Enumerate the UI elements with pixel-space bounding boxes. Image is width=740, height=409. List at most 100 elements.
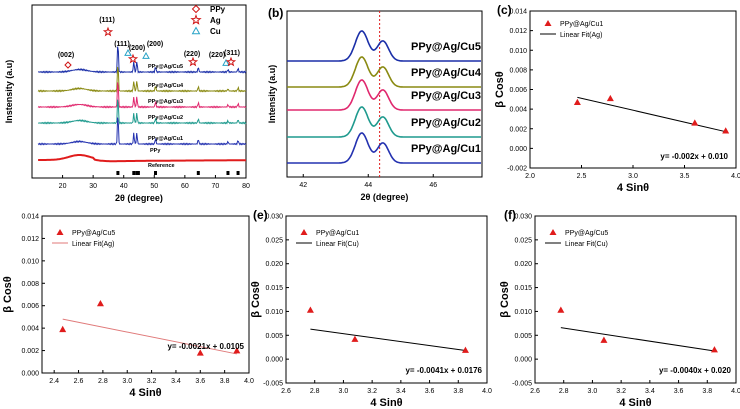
panel-e-legend-fit-label: Linear Fit(Cu) <box>316 241 359 248</box>
panel-e-ytick-label: 0.025 <box>265 237 283 244</box>
panel-d-xtick-label: 3.8 <box>220 378 230 385</box>
panel-d-ytick-label: 0.006 <box>21 303 39 310</box>
panel-a-reference-peak <box>135 171 139 175</box>
panel-e-xtick-label: 3.0 <box>339 388 349 395</box>
panel-f-xtick-label: 3.0 <box>588 388 598 395</box>
panel-a-peak-label: (111) <box>99 17 115 24</box>
panel-f-legend-fit-label: Linear Fit(Cu) <box>565 241 608 248</box>
panel-d-xtick-label: 2.6 <box>74 378 84 385</box>
panel-d-xtick-label: 3.2 <box>147 378 157 385</box>
panel-e-xtick-label: 3.8 <box>453 388 463 395</box>
panel-f-xtick-label: 2.8 <box>559 388 569 395</box>
panel-e-xtick-label: 2.6 <box>281 388 291 395</box>
panel-a-series-line <box>37 46 247 74</box>
panel-b-series-label: PPy@Ag/Cu5 <box>411 41 481 53</box>
panel-a-reference-label: Reference <box>148 163 175 169</box>
panel-a-peak-label: (111) <box>114 41 130 48</box>
panel-e-equation: y= -0.0041x + 0.0176 <box>405 366 482 375</box>
panel-b-series-label: PPy@Ag/Cu1 <box>411 143 481 155</box>
panel-a-series-label: PPy@Ag/Cu1 <box>148 136 183 142</box>
panel-b-ylabel: Intensity (a.u) <box>267 65 277 124</box>
panel-f-ytick-label: 0.000 <box>514 357 532 364</box>
panel-a-peak-marker <box>102 26 114 37</box>
panel-b-series-label: PPy@Ag/Cu4 <box>411 67 482 79</box>
panel-a-legend-marker <box>190 14 202 25</box>
panel-e-ytick-label: 0.000 <box>265 357 283 364</box>
panel-c-ylabel: β Cosθ <box>494 71 506 108</box>
panel-d-legend-fit-label: Linear Fit(Ag) <box>72 241 114 248</box>
panel-c-label: (c) <box>497 3 512 17</box>
panel-a-peak-label: (200) <box>147 41 163 48</box>
panel-a-xtick-label: 60 <box>181 183 189 190</box>
panel-d-xtick-label: 2.4 <box>49 378 59 385</box>
panel-a-peak-label: (200) <box>129 45 145 52</box>
panel-f-ytick-label: 0.030 <box>514 214 532 221</box>
panel-f-xtick-label: 3.8 <box>702 388 712 395</box>
panel-f-xtick-label: 4.0 <box>731 388 740 395</box>
panel-a-peak-marker <box>127 53 139 64</box>
panel-a-xtick-label: 50 <box>150 183 158 190</box>
panel-a-frame <box>31 4 247 179</box>
panel-e-xtick-label: 2.8 <box>310 388 320 395</box>
panel-e-data-point <box>306 306 314 313</box>
panel-a-peak-label: (311) <box>224 50 240 57</box>
panel-e-ylabel: β Cosθ <box>250 281 262 318</box>
panel-d-ytick-label: 0.008 <box>21 281 39 288</box>
panel-d-data-point <box>233 347 241 354</box>
panel-b-series-line <box>287 106 481 138</box>
panel-e-ytick-label: 0.005 <box>265 333 283 340</box>
panel-e-xtick-label: 4.0 <box>482 388 492 395</box>
panel-a-legend-marker <box>191 4 201 14</box>
panel-f-data-point <box>557 306 565 313</box>
panel-e-xtick-label: 3.4 <box>396 388 406 395</box>
panel-e-xtick-label: 3.2 <box>367 388 377 395</box>
panel-b-series-line <box>287 79 481 111</box>
panel-c-xtick-label: 2.0 <box>525 173 535 180</box>
panel-c-xlabel: 4 Sinθ <box>617 182 649 194</box>
panel-a-xtick-label: 80 <box>242 183 250 190</box>
panel-b-xtick-label: 44 <box>364 182 372 189</box>
panel-c-ytick-label: -0.002 <box>507 166 527 173</box>
panel-a-peak-marker <box>124 48 132 56</box>
panel-a-xlabel: 2θ (degree) <box>115 193 163 203</box>
panel-d-data-point <box>96 299 104 307</box>
panel-f-fit-line <box>560 327 715 352</box>
panel-d-xtick-label: 3.4 <box>171 378 181 385</box>
panel-b-xlabel: 2θ (degree) <box>361 192 409 202</box>
panel-c-data-point <box>606 94 614 102</box>
panel-a-peak-marker <box>142 51 150 59</box>
panel-a-peak-label: (220) <box>209 52 225 59</box>
panel-a-xtick-label: 70 <box>212 183 220 190</box>
panel-d-ylabel: β Cosθ <box>2 276 14 313</box>
panel-f-ylabel: β Cosθ <box>499 281 511 318</box>
panel-c-ytick-label: 0.004 <box>509 107 527 114</box>
panel-d-fit-line <box>62 318 237 355</box>
panel-e-ytick-label: 0.020 <box>265 261 283 268</box>
panel-a-xtick-label: 20 <box>59 183 67 190</box>
panel-c-xtick-label: 3.5 <box>680 173 690 180</box>
panel-a-legend-label: Ag <box>210 16 221 25</box>
panel-f-ytick-label: -0.005 <box>512 381 532 388</box>
panel-e-legend-marker <box>300 229 308 235</box>
panel-d-equation: y= -0.0021x + 0.0105 <box>167 342 244 351</box>
panel-e-label: (e) <box>253 208 268 222</box>
panel-a-legend-label: PPy <box>210 5 226 14</box>
panel-a-series-label: PPy@Ag/Cu3 <box>148 99 183 105</box>
panel-f-ytick-label: 0.010 <box>514 309 532 316</box>
panel-f-ytick-label: 0.005 <box>514 333 532 340</box>
panel-a-reference-peak <box>236 171 240 175</box>
panel-c-xtick-label: 2.5 <box>577 173 587 180</box>
panel-a-xtick-label: 40 <box>120 183 128 190</box>
panel-a-series-label: PPy@Ag/Cu5 <box>148 64 183 70</box>
panel-a-series-line <box>37 82 247 109</box>
panel-f-xtick-label: 3.4 <box>645 388 655 395</box>
panel-c-ytick-label: 0.002 <box>509 126 527 133</box>
panel-c-xtick-label: 3.0 <box>628 173 638 180</box>
panel-f-data-point <box>600 336 608 343</box>
panel-a-reference-peak <box>196 171 200 175</box>
panel-a-peak-marker <box>225 56 237 67</box>
panel-d-xlabel: 4 Sinθ <box>129 387 161 399</box>
panel-e-ytick-label: 0.015 <box>265 285 283 292</box>
panel-c-xtick-label: 4.0 <box>731 173 740 180</box>
